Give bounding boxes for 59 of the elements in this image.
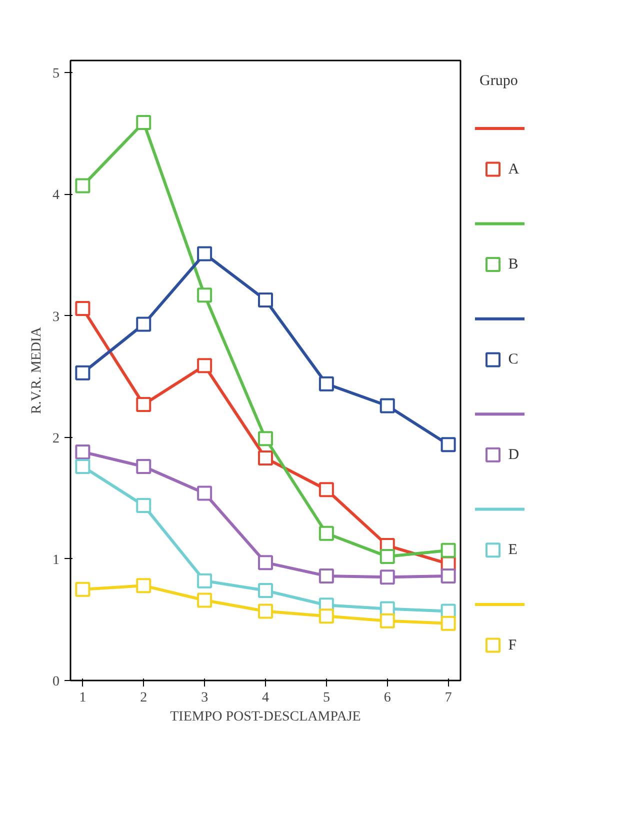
point (258, 555, 273, 570)
point (380, 570, 395, 585)
x-axis-title: TIEMPO POST-DESCLAMPAJE (170, 710, 361, 724)
point (258, 450, 273, 466)
point (318, 376, 334, 392)
point (380, 549, 395, 564)
y-tick-label: 2 (52, 431, 60, 446)
point (440, 568, 456, 584)
legend-label: E (508, 542, 518, 558)
x-tick-label: 2 (140, 690, 148, 706)
x-tick-label: 4 (262, 690, 269, 706)
y-axis-title: R.V.R. MEDIA (30, 326, 44, 414)
point (318, 568, 334, 584)
legend-title: Grupo (480, 72, 518, 89)
x-tick-label: 5 (322, 690, 330, 706)
x-tick-label: 3 (201, 690, 208, 706)
point (197, 486, 212, 501)
legend-label: C (508, 352, 518, 368)
point (440, 437, 456, 452)
point (197, 573, 212, 588)
y-tick-label: 0 (52, 674, 60, 690)
point (136, 578, 152, 594)
point (136, 397, 152, 412)
legend-label: B (508, 256, 518, 272)
point (318, 482, 334, 498)
y-tick-label: 1 (52, 552, 60, 568)
point (318, 526, 334, 541)
point (258, 292, 273, 308)
point (380, 613, 395, 628)
point (258, 583, 273, 598)
point (136, 498, 152, 513)
point (197, 288, 212, 303)
point (380, 398, 395, 414)
point (318, 608, 334, 624)
y-tick-label: 3 (52, 310, 60, 325)
point (258, 431, 273, 446)
y-tick-label: 5 (52, 66, 60, 82)
point (440, 616, 456, 631)
point (75, 444, 90, 460)
x-tick-label: 1 (79, 690, 86, 706)
point (136, 316, 152, 332)
point (197, 592, 212, 608)
point (136, 459, 152, 474)
x-tick-label: 6 (384, 690, 391, 706)
point (197, 246, 212, 262)
legend-label: F (508, 637, 517, 654)
legend-label: D (508, 446, 520, 463)
point (75, 178, 90, 194)
point (75, 582, 90, 597)
point (197, 358, 212, 374)
legend-label: A (508, 161, 520, 178)
point (75, 459, 90, 474)
point (258, 604, 273, 619)
point (75, 301, 90, 316)
x-tick-label: 7 (444, 690, 452, 706)
point (440, 542, 456, 558)
point (136, 115, 152, 130)
point (75, 365, 90, 380)
y-tick-label: 4 (52, 188, 60, 204)
